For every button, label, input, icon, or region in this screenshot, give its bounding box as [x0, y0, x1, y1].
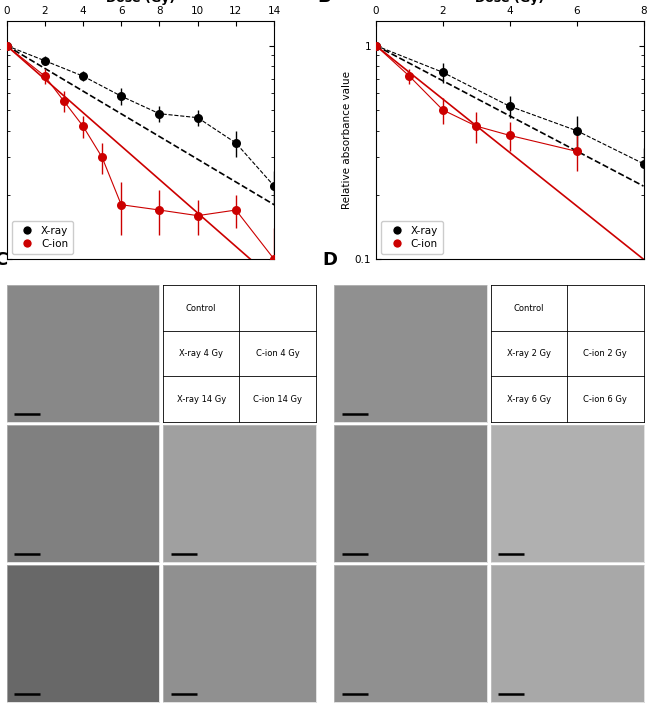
Text: C-ion 2 Gy: C-ion 2 Gy — [584, 350, 627, 358]
Legend: X-ray, C-ion: X-ray, C-ion — [12, 220, 73, 254]
Text: C: C — [0, 251, 8, 269]
Text: X-ray 6 Gy: X-ray 6 Gy — [507, 395, 551, 403]
X-axis label: Dose (Gy): Dose (Gy) — [475, 0, 544, 5]
Text: X-ray 4 Gy: X-ray 4 Gy — [179, 350, 223, 358]
Text: X-ray 14 Gy: X-ray 14 Gy — [177, 395, 226, 403]
Text: C-ion 14 Gy: C-ion 14 Gy — [253, 395, 302, 403]
Text: D: D — [322, 251, 337, 269]
Text: X-ray 2 Gy: X-ray 2 Gy — [507, 350, 551, 358]
Text: C-ion 4 Gy: C-ion 4 Gy — [255, 350, 300, 358]
Text: Control: Control — [186, 303, 216, 313]
Text: C-ion 6 Gy: C-ion 6 Gy — [584, 395, 627, 403]
Legend: X-ray, C-ion: X-ray, C-ion — [381, 220, 443, 254]
Y-axis label: Relative absorbance value: Relative absorbance value — [342, 72, 352, 209]
Text: Control: Control — [514, 303, 544, 313]
X-axis label: Dose (Gy): Dose (Gy) — [106, 0, 175, 5]
Text: B: B — [317, 0, 331, 6]
